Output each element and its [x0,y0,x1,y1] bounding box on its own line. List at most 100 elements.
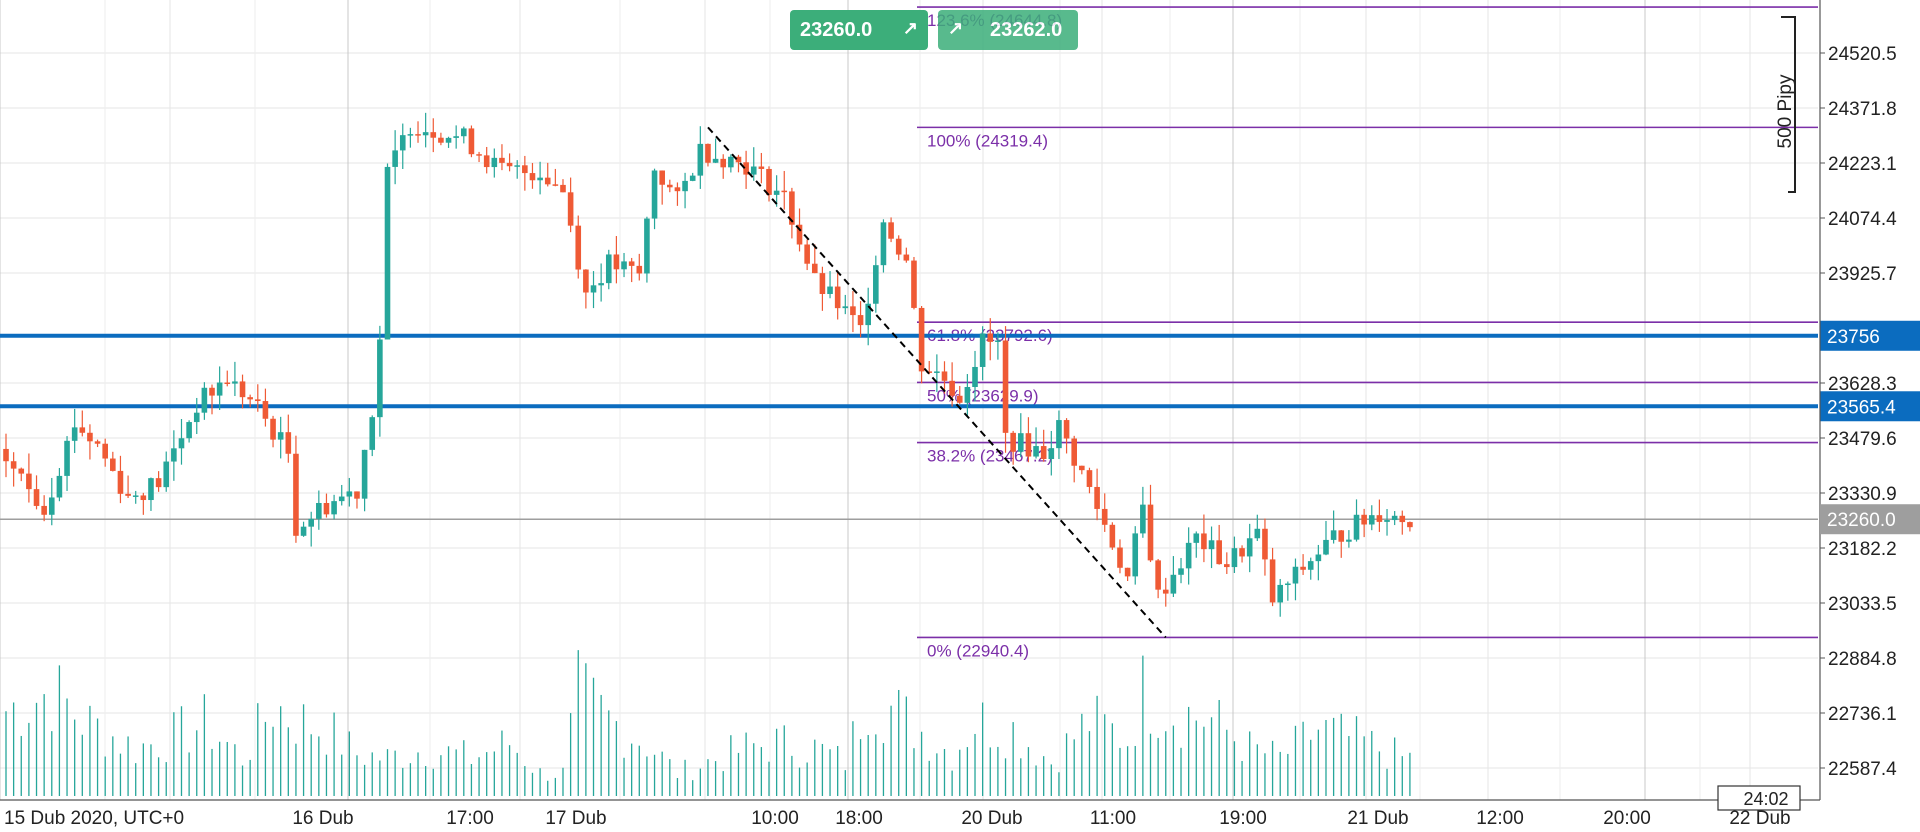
candle-body [186,422,192,439]
time-axis[interactable]: 15 Dub 2020, UTC+0 16 Dub 17:00 17 Dub 10:00… [0,785,1820,829]
candle-body [674,187,681,192]
sell-button[interactable]: 23260.0 ↗ [790,10,928,50]
candle-body [834,286,841,309]
candle-body [1178,568,1184,575]
candle-body [1132,533,1139,577]
candle-body [1063,420,1070,439]
level-price-tag[interactable] [1820,391,1920,422]
time-tick-label: 16 Dub [292,808,353,829]
candle-body [926,371,933,373]
fibonacci-retracement[interactable]: 123.6% (24644.8)100% (24319.4)61.8% (237… [917,6,1818,660]
candle-body [720,158,727,168]
candle-body [850,306,856,316]
candle-body [1109,524,1116,548]
candle-body [293,453,299,536]
price-tick-label: 23330.9 [1828,484,1897,505]
candle-body [361,449,368,499]
candle-body [522,165,528,174]
arrow-up-right-icon: ↗ [902,18,918,38]
price-tick-label: 23628.3 [1828,374,1897,395]
candle-body [1117,547,1123,568]
fib-level-label: 100% (24319.4) [927,131,1048,150]
candle-body [735,156,742,163]
candle-body [949,380,955,396]
candle-body [1147,504,1154,561]
candle-body [728,156,734,168]
candle-body [1269,559,1276,603]
pip-range-marker[interactable]: 500 Pipy [1775,16,1796,193]
candle-body [201,387,208,413]
candle-body [346,491,353,497]
candle-body [964,386,971,403]
candle-body [537,177,543,181]
candle-body [64,440,70,476]
price-axis[interactable]: 24520.5 24371.8 24223.1 24074.4 23925.7 23628… [1819,0,1920,800]
candle-body [1017,433,1024,452]
time-tick-label: 21 Dub [1347,808,1408,829]
candle-body [552,184,559,186]
candle-body [41,505,47,515]
candlesticks [3,112,1413,617]
candle-body [499,157,505,163]
time-tick-label: 20 Dub [961,808,1022,829]
candle-body [399,135,406,151]
candle-body [1079,465,1085,471]
candle-body [262,401,269,419]
candle-body [865,303,871,326]
buy-button[interactable]: ↗ 23262.0 [938,10,1078,50]
candle-body [705,143,711,163]
candle-body [102,443,108,459]
candle-body [476,154,482,156]
candle-body [781,190,788,193]
candle-body [430,132,437,138]
level-price-tag[interactable] [1820,320,1920,351]
time-tick-label: 18:00 [835,808,883,829]
candle-body [10,461,17,469]
candle-body [392,150,398,167]
candle-body [567,192,574,226]
dashed-trend-line[interactable] [707,126,1167,639]
candle-body [987,333,994,342]
candle-body [1170,574,1177,594]
candle-body [682,180,688,192]
candle-body [712,158,719,163]
candle-body [1384,520,1390,522]
candle-body [3,448,9,462]
trend-line[interactable] [707,126,1167,639]
candle-body [903,254,910,261]
candle-body [1300,566,1306,570]
price-tick-label: 24520.5 [1828,44,1897,65]
candle-body [1330,530,1337,540]
candle-body [377,339,383,418]
chart-grid [0,0,1818,800]
horizontal-levels[interactable]: 23756 23565.4 [0,320,1920,520]
candle-body [506,162,513,167]
candle-body [33,489,40,506]
candle-body [514,165,521,167]
candle-body [644,218,650,274]
candle-body [621,261,627,270]
candle-body [819,273,826,294]
time-tick-label: 10:00 [751,808,799,829]
price-tick-label: 22587.4 [1828,759,1897,780]
candle-body [407,134,414,136]
candle-body [1185,542,1192,569]
candle-body [979,333,986,367]
candle-body [827,286,833,294]
candle-body [71,427,78,441]
candle-body [773,190,780,195]
candle-body [842,306,849,309]
candle-body [1407,522,1413,528]
candle-body [667,184,673,188]
candle-body [659,170,665,185]
candle-body [590,285,597,293]
candle-body [560,184,566,193]
candle-body [1307,561,1314,570]
candle-body [1292,566,1299,584]
current-price-tag[interactable] [1820,504,1920,535]
candle-body [1346,539,1352,542]
candle-body [1101,508,1108,525]
candle-body [338,496,345,502]
time-tick-label: 17 Dub [545,808,606,829]
